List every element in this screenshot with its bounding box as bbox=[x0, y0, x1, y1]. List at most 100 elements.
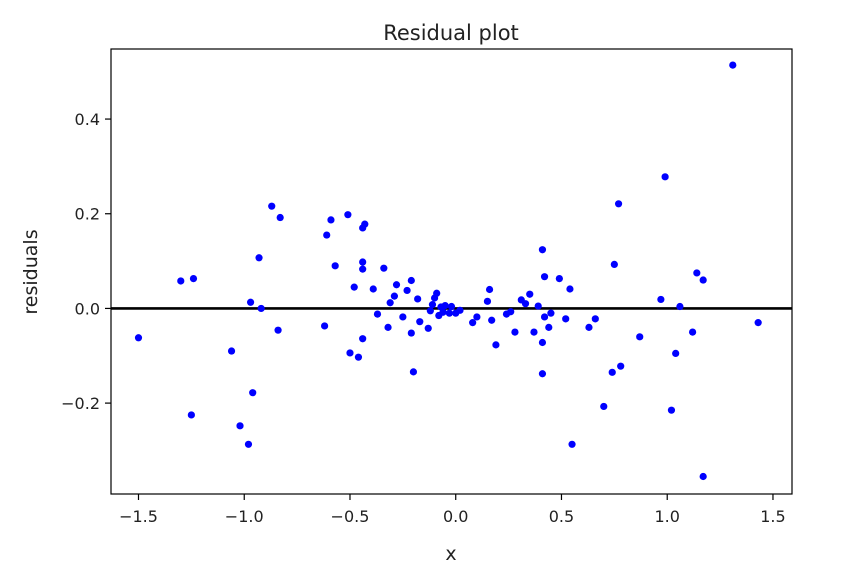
data-point bbox=[426, 307, 434, 315]
data-point bbox=[373, 310, 382, 318]
x-tick-label: −1.0 bbox=[225, 507, 264, 526]
x-axis-ticks: −1.5 −1.0 −0.5 0.0 0.5 1.0 1.5 bbox=[119, 494, 786, 526]
plot-area bbox=[110, 48, 793, 495]
data-point bbox=[439, 308, 447, 316]
data-point bbox=[369, 285, 377, 293]
data-point bbox=[424, 324, 432, 332]
data-point bbox=[433, 289, 441, 297]
data-point bbox=[416, 318, 424, 326]
x-tick-label: 0.5 bbox=[549, 507, 574, 526]
data-point bbox=[414, 295, 422, 303]
data-point bbox=[530, 328, 538, 336]
data-point bbox=[617, 362, 625, 370]
data-point bbox=[407, 329, 415, 337]
data-point bbox=[249, 389, 257, 397]
data-point bbox=[540, 273, 549, 281]
data-point bbox=[268, 202, 276, 210]
x-tick-label: 1.0 bbox=[654, 507, 679, 526]
y-tick-label: 0.2 bbox=[75, 205, 100, 224]
data-point bbox=[562, 315, 570, 323]
data-point bbox=[688, 328, 697, 336]
y-tick-label: −0.2 bbox=[61, 394, 100, 413]
data-point bbox=[403, 286, 411, 295]
data-point bbox=[511, 328, 519, 336]
data-point bbox=[485, 285, 494, 294]
y-axis-title: residuals bbox=[20, 229, 42, 314]
data-point bbox=[134, 334, 143, 342]
data-point bbox=[555, 275, 563, 283]
data-point bbox=[392, 281, 401, 289]
data-point bbox=[672, 349, 680, 357]
data-point bbox=[380, 264, 388, 272]
data-point bbox=[538, 246, 547, 254]
data-point bbox=[359, 265, 367, 273]
chart-title: Residual plot bbox=[383, 21, 519, 45]
plot-frame bbox=[110, 48, 793, 495]
x-axis-title: x bbox=[445, 543, 456, 565]
data-point bbox=[344, 211, 352, 219]
data-point bbox=[585, 323, 593, 331]
data-point bbox=[399, 313, 407, 321]
data-point bbox=[540, 313, 549, 321]
data-point bbox=[354, 353, 363, 361]
data-point bbox=[507, 308, 515, 316]
data-point bbox=[246, 298, 255, 306]
data-point bbox=[473, 313, 481, 321]
data-point bbox=[244, 440, 253, 448]
data-point bbox=[177, 277, 185, 285]
data-point bbox=[667, 406, 676, 414]
data-point bbox=[441, 301, 449, 310]
data-point bbox=[492, 341, 500, 349]
data-point bbox=[693, 269, 701, 277]
data-point bbox=[600, 402, 608, 411]
data-point bbox=[327, 216, 335, 224]
data-point bbox=[729, 61, 737, 69]
data-point bbox=[657, 295, 665, 304]
data-point bbox=[538, 338, 547, 347]
data-point bbox=[661, 173, 669, 181]
data-point bbox=[274, 326, 282, 334]
data-point bbox=[321, 322, 329, 330]
data-point bbox=[699, 276, 707, 284]
data-point bbox=[699, 472, 707, 481]
data-points bbox=[134, 61, 762, 481]
data-point bbox=[614, 200, 623, 208]
data-point bbox=[409, 368, 418, 376]
data-point bbox=[547, 309, 555, 317]
data-point bbox=[236, 422, 244, 430]
y-tick-label: 0.0 bbox=[75, 299, 100, 318]
data-point bbox=[483, 297, 492, 305]
data-point bbox=[608, 368, 616, 376]
data-point bbox=[545, 323, 553, 331]
data-point bbox=[754, 319, 762, 327]
data-point bbox=[257, 304, 265, 313]
data-point bbox=[428, 301, 437, 309]
data-point bbox=[390, 292, 398, 300]
data-point bbox=[538, 370, 547, 378]
data-point bbox=[350, 283, 358, 291]
data-point bbox=[255, 254, 263, 262]
data-point bbox=[568, 440, 576, 448]
data-point bbox=[361, 220, 369, 228]
data-point bbox=[346, 349, 354, 357]
data-point bbox=[469, 319, 477, 327]
data-point bbox=[359, 335, 367, 343]
data-point bbox=[189, 275, 198, 283]
data-point bbox=[676, 302, 684, 311]
data-point bbox=[187, 411, 195, 419]
data-point bbox=[331, 262, 339, 270]
data-point bbox=[610, 260, 618, 268]
data-point bbox=[323, 231, 331, 239]
data-point bbox=[526, 290, 534, 298]
data-point bbox=[447, 302, 456, 311]
x-tick-label: 0.0 bbox=[443, 507, 468, 526]
x-tick-label: 1.5 bbox=[760, 507, 785, 526]
data-point bbox=[566, 285, 574, 293]
x-tick-label: −1.5 bbox=[119, 507, 158, 526]
data-point bbox=[488, 316, 496, 324]
y-axis-ticks: −0.2 0.0 0.2 0.4 bbox=[61, 110, 111, 413]
data-point bbox=[534, 302, 542, 310]
data-point bbox=[407, 276, 415, 285]
x-tick-label: −0.5 bbox=[331, 507, 370, 526]
